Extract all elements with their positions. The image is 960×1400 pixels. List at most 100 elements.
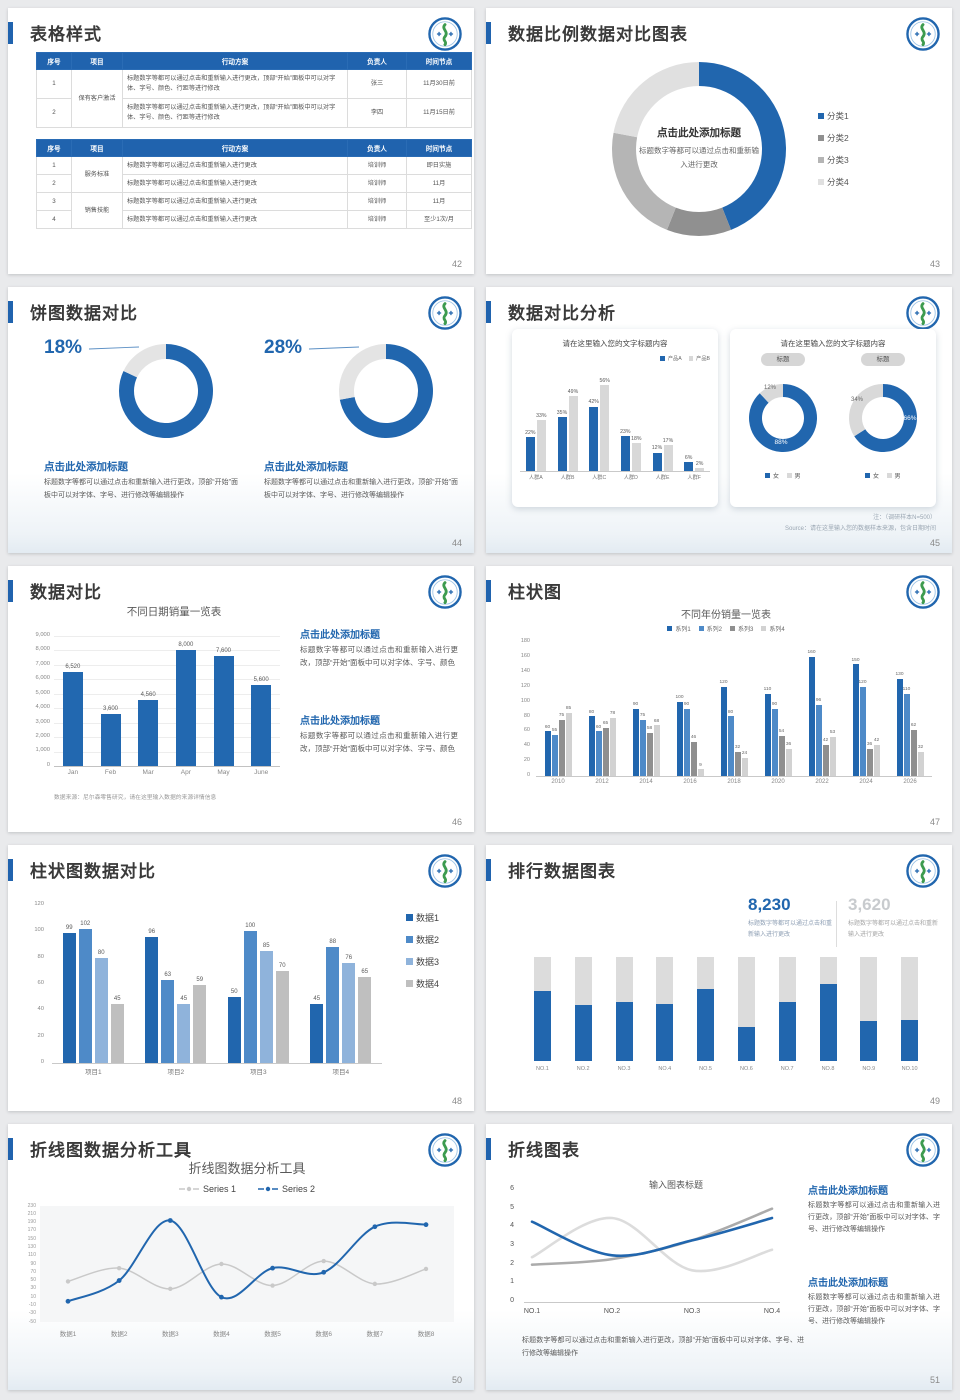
data-point-dot (219, 1294, 224, 1300)
hospital-logo-icon (428, 1133, 462, 1167)
axis-category-label: 数据6 (315, 1331, 333, 1338)
legend-label: Series 2 (282, 1184, 316, 1194)
data-point-dot (65, 1279, 71, 1284)
bar-chart: 9,000 8,000 7,000 6,000 5,000 4,000 3,000 2,000… (8, 566, 474, 832)
axis-category-label: 人群C (592, 475, 607, 481)
slide-46[interactable]: 数据对比 不同日期销量一览表 9,000 8,000 7,000 6,000 5,000… (8, 566, 474, 832)
legend-label: 男 (794, 474, 801, 480)
bar (588, 716, 595, 776)
hospital-logo-icon (428, 854, 462, 888)
axis-category-label: 数据2 (110, 1331, 128, 1338)
data-source-note: 数据来源：尼尔森零售研究，请在这里输入数据的来源详情信息 (54, 795, 217, 801)
y-axis-tick-label: 1,000 (35, 747, 50, 754)
table-cell: 至少1次/月 (406, 210, 472, 229)
legend-item: 系列2 (698, 624, 722, 633)
legend-label: 男 (894, 474, 901, 480)
line-chart: 230 210 190 170 150 130 110 90 70 50 30 10 -10 -30 -50… (8, 1124, 474, 1390)
axis-category-label: 2016 (683, 779, 697, 785)
axis-category-label: 数据4 (213, 1331, 230, 1338)
bar (342, 962, 356, 1063)
legend-label: 分类1 (827, 111, 849, 121)
axis-category-label: 数据1 (59, 1331, 77, 1338)
y-axis-tick-label: -50 (28, 1318, 36, 1325)
donut-center-desc: 标题数字等都可以通过点击和重新输入进行更改 (639, 146, 759, 169)
bar-value-label: 32 (917, 745, 924, 751)
legend-swatch (787, 473, 792, 478)
bar-value-label: 78 (609, 711, 616, 717)
y-axis-tick-label: 190 (27, 1219, 36, 1226)
legend-swatch (406, 958, 413, 965)
table-cell: 李四 (347, 98, 407, 128)
chart-title: 不同年份销量一览表 (681, 610, 771, 621)
slide-47[interactable]: 柱状图 不同年份销量一览表 系列1 系列2 系列3 系列4 180 160 140 120 1… (486, 566, 952, 832)
bar (873, 744, 880, 776)
stat-divider (836, 901, 837, 947)
bar-value-label: 85 (262, 943, 270, 950)
chart-path (848, 384, 883, 437)
axis-category-label: 项目3 (249, 1069, 267, 1076)
donut-center-text: 点击此处添加标题 标题数字等都可以通过点击和重新输入进行更改 (639, 125, 759, 171)
grid-line (54, 722, 280, 724)
bar-value-label: 90 (632, 702, 639, 708)
bar-value-label: 65 (361, 969, 369, 976)
chart-path (699, 62, 787, 230)
bar (551, 735, 558, 776)
ranking-bar-chart: NO.1 NO.2 NO.3 NO.4 NO.5 NO.6 NO.7 NO.8 NO.9 NO.1… (486, 845, 952, 1111)
y-axis-tick-label: 0 (40, 1058, 44, 1065)
footnote-line-1: 注：（调研样本N=500） (873, 515, 936, 521)
chart-legend: Series 1 Series 2 (127, 1184, 367, 1194)
action-plan-table-2: 序号 项目 行动方案 负责人 时间节点 1 服务标准 标题数字等都可以通过点击和重新输入进行更… (36, 139, 472, 229)
legend-item: 数据1 (406, 911, 439, 924)
table-header-cell: 行动方案 (122, 139, 348, 157)
chart-path (613, 62, 699, 138)
slide-43[interactable]: 数据比例数据对比图表 点击此处添加标题 标题数字等都可以通过点击和重新输入进行更… (486, 8, 952, 274)
slide-48[interactable]: 柱状图数据对比 120 100 80 60 40 20 0 99 102 80 45 项目1 96 63 4… (8, 845, 474, 1111)
bar-fill (656, 1003, 674, 1061)
bar-fill (574, 1004, 592, 1061)
bar-value-label: 62 (910, 723, 917, 729)
bar-value-label: 80 (97, 949, 105, 956)
slide-50[interactable]: 折线图数据分析工具 折线图数据分析工具 Series 1 Series 2 230… (8, 1124, 474, 1390)
y-axis-tick-label: 0 (510, 1297, 514, 1305)
slide-45[interactable]: 数据对比分析 请在这里输入您的文字标题内容 产品A 产品B 22% 33% 人群A 35… (486, 287, 952, 553)
legend-item: 系列4 (761, 624, 785, 633)
bar (310, 1003, 324, 1063)
y-axis-tick-label: 20 (523, 757, 530, 764)
bar (161, 980, 175, 1063)
y-axis-tick-label: 60 (37, 979, 44, 986)
table-cell: 即日实施 (406, 156, 472, 175)
bar-value-label: 90 (683, 702, 690, 708)
content-block-body: 标题数字等都可以通过点击和重新输入进行更改，顶部“开始”面板中可以对字体、字号、… (808, 1202, 940, 1233)
hospital-logo-svg (428, 296, 462, 330)
bar (866, 749, 873, 776)
hospital-logo-icon (906, 296, 940, 330)
bar-value-label: 45 (180, 995, 188, 1002)
bar (683, 709, 690, 776)
bar-value-label: 12% (651, 445, 663, 452)
bar (78, 928, 92, 1063)
grid-line (54, 679, 280, 681)
axis-category-label: Feb (104, 769, 117, 776)
grid-line (54, 664, 280, 666)
y-axis-tick-label: 210 (27, 1210, 36, 1217)
y-axis-tick-label: 40 (523, 742, 530, 749)
slide-title: 表格样式 (30, 25, 102, 44)
y-axis-tick-label: 170 (27, 1227, 36, 1234)
y-axis-tick-label: 2 (510, 1259, 514, 1267)
hospital-logo-svg (906, 575, 940, 609)
donut-svg (848, 384, 917, 452)
legend-label: 分类4 (827, 177, 849, 187)
bar-value-label: 160 (807, 650, 816, 656)
slide-44[interactable]: 饼图数据对比 18% 点击此处添加标题 标题数字等都可以通过点击和重新输入进行更… (8, 287, 474, 553)
bar (536, 420, 546, 471)
slide-51[interactable]: 折线图表 输入图表标题 6 5 4 3 2 1 0 NO.1 NO.2 NO.3 NO.4 标题数字… (486, 1124, 952, 1390)
bar-value-label: 150 (851, 657, 860, 663)
legend-item: 分类4 (818, 176, 849, 188)
slide-42[interactable]: 表格样式 序号 项目 行动方案 负责人 时间节点 1 保有客户激活 标题数字等都可以通过点击和… (8, 8, 474, 274)
page-number: 45 (929, 538, 940, 548)
slide-49[interactable]: 排行数据图表 8,230 标题数字等都可以通过点击和重新输入进行更改 3,620… (486, 845, 952, 1111)
chart-path (530, 1216, 774, 1273)
bar-value-label: 58 (646, 726, 653, 732)
title-accent-bar (486, 22, 491, 44)
